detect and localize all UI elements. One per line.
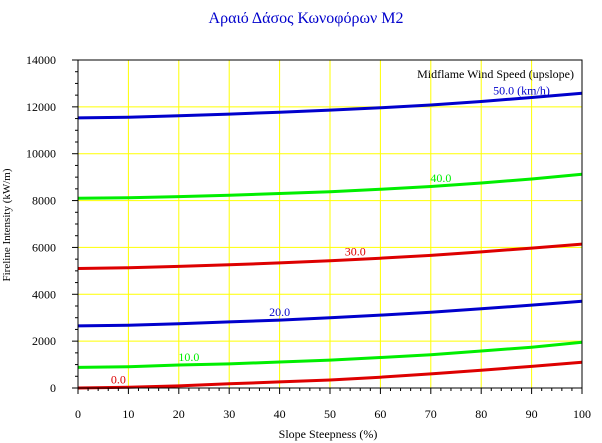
series-label: 10.0 bbox=[178, 350, 199, 364]
y-tick-label: 0 bbox=[50, 381, 56, 395]
x-tick-label: 60 bbox=[374, 407, 386, 421]
x-tick-label: 90 bbox=[526, 407, 538, 421]
series-label: 30.0 bbox=[345, 244, 366, 258]
y-tick-label: 2000 bbox=[32, 334, 56, 348]
x-tick-label: 70 bbox=[425, 407, 437, 421]
x-tick-label: 80 bbox=[475, 407, 487, 421]
series-label: 50.0 (km/h) bbox=[493, 83, 550, 97]
series-lines bbox=[77, 91, 583, 390]
legend-title: Midflame Wind Speed (upslope) bbox=[417, 67, 574, 81]
series-labels: 0.0 10.0 20.0 30.0 40.0 50.0 (km/h) bbox=[111, 83, 550, 386]
y-axis-label: Fireline Intensity (kW/m) bbox=[1, 168, 13, 281]
x-tick-label: 0 bbox=[75, 407, 81, 421]
y-tick-label: 14000 bbox=[26, 53, 56, 67]
x-tick-label: 100 bbox=[573, 407, 591, 421]
x-tick-label: 50 bbox=[324, 407, 336, 421]
x-tick-label: 30 bbox=[223, 407, 235, 421]
series-line bbox=[77, 299, 583, 328]
x-axis-label: Slope Steepness (%) bbox=[279, 427, 378, 441]
series-line bbox=[77, 340, 583, 369]
y-tick-label: 4000 bbox=[32, 287, 56, 301]
y-tick-label: 12000 bbox=[26, 100, 56, 114]
x-tick-label: 40 bbox=[274, 407, 286, 421]
chart-title: Αραιό Δάσος Κωνοφόρων M2 bbox=[209, 10, 404, 27]
series-line bbox=[77, 242, 583, 270]
x-tick-label: 10 bbox=[122, 407, 134, 421]
series-line bbox=[77, 91, 583, 120]
y-tick-label: 6000 bbox=[32, 240, 56, 254]
axis-ticks: 0 10 20 30 40 50 60 70 80 90 100 0 2000 4000 6000 8000 1… bbox=[26, 53, 591, 421]
series-label: 20.0 bbox=[269, 305, 290, 319]
series-line bbox=[77, 360, 583, 390]
y-tick-label: 10000 bbox=[26, 147, 56, 161]
series-line bbox=[77, 172, 583, 200]
series-label: 0.0 bbox=[111, 372, 126, 386]
x-tick-label: 20 bbox=[173, 407, 185, 421]
series-label: 40.0 bbox=[430, 171, 451, 185]
y-tick-label: 8000 bbox=[32, 194, 56, 208]
